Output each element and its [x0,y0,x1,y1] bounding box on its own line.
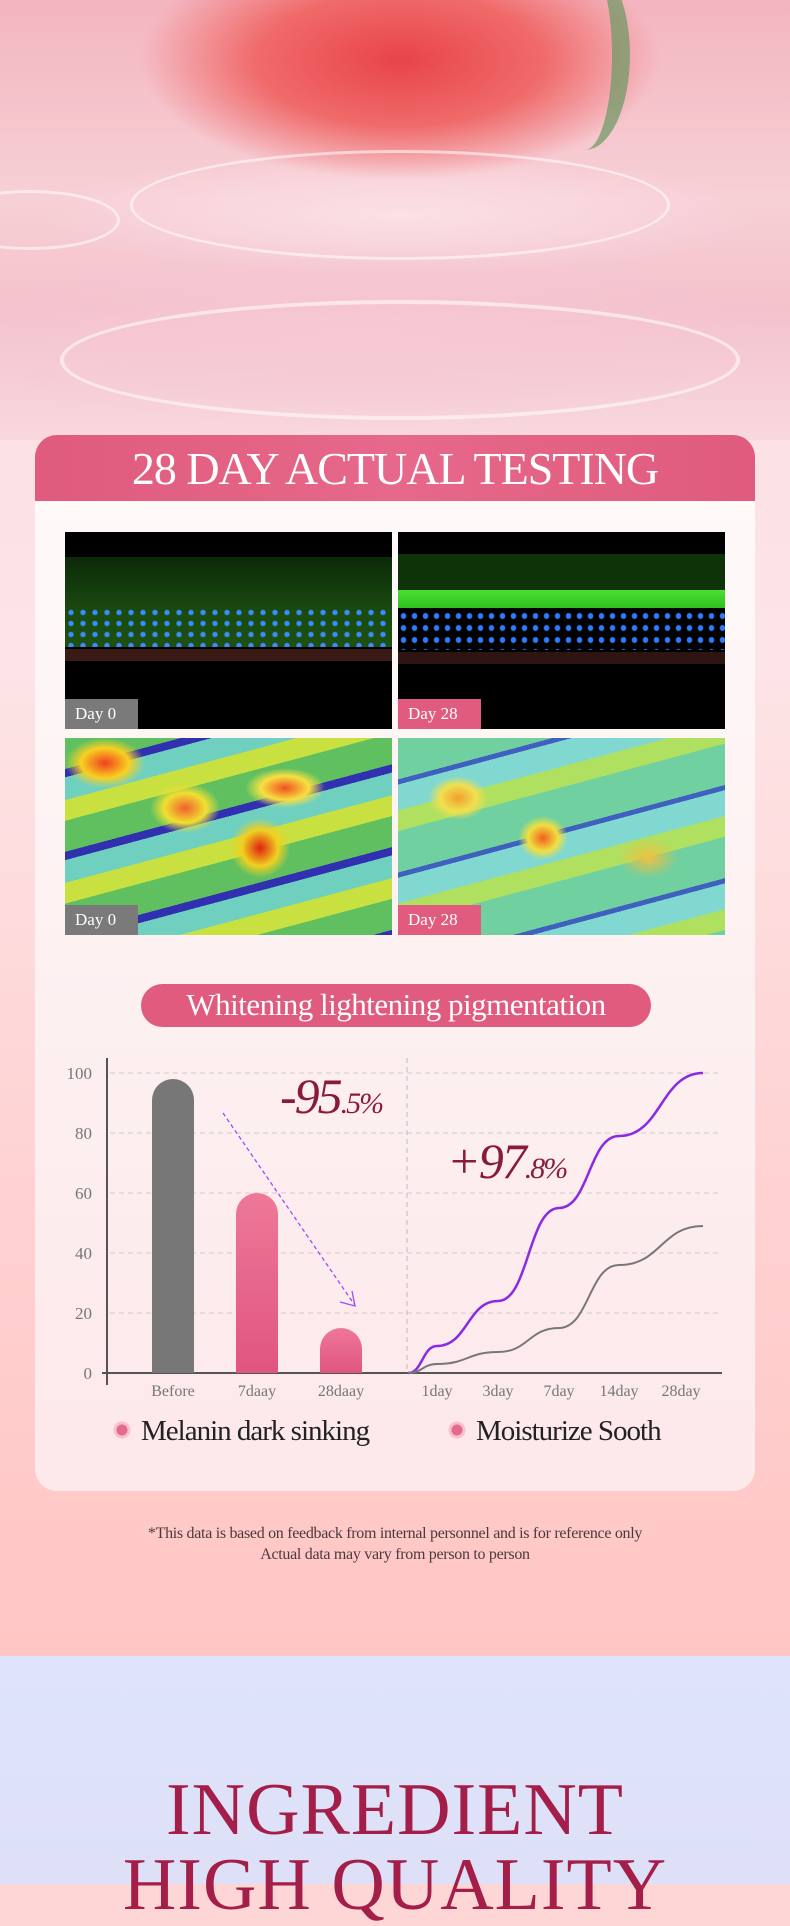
x-tick-label: 28daay [318,1383,364,1400]
water-ripple [0,190,120,250]
water-ripple [60,300,740,420]
water-ripple [130,150,670,260]
card-title: 28 DAY ACTUAL TESTING [131,442,659,494]
legend-dot-icon [448,1421,466,1439]
footnote-line-1: *This data is based on feedback from int… [147,1525,643,1542]
day-label: Day 28 [398,699,481,729]
bar-7daay [236,1193,278,1373]
day-label: Day 0 [65,699,138,729]
y-tick-label: 80 [75,1124,92,1143]
hero-image-watermelon [0,0,790,440]
bar-annotation: -95.5% [280,1068,383,1124]
y-tick-label: 40 [75,1244,92,1263]
footnote-line-2: Actual data may vary from person to pers… [260,1546,530,1563]
x-tick-label: 28day [661,1383,700,1400]
legend-label-0: Melanin dark sinking [141,1415,370,1447]
legend-label-1: Moisturize Sooth [476,1415,662,1447]
watermelon-rind [540,0,630,150]
y-tick-label: 100 [67,1064,93,1083]
card-header: 28 DAY ACTUAL TESTING [35,435,755,501]
microscopy-day0: Day 0 [65,532,392,729]
section-heading-line2: HIGH QUALITY [122,1844,668,1926]
microscopy-day28: Day 28 [398,532,725,729]
x-tick-label: 14day [599,1383,638,1400]
line-series-0 [407,1071,704,1375]
section-pill-title: Whitening lightening pigmentation [141,984,651,1027]
arrow-down-right-icon [222,1112,355,1305]
line-series-1 [407,1225,704,1374]
x-tick-label: Before [151,1383,195,1400]
x-tick-label: 3day [482,1383,513,1400]
day-label: Day 0 [65,905,138,935]
section-heading-line1: INGREDIENT [165,1769,624,1851]
results-chart: 0 20 40 60 80 100 Before 7daay 28daay -95.5% +97.8… [67,1058,722,1447]
y-tick-label: 0 [84,1364,93,1383]
ingredient-section [0,1656,790,1884]
day-label: Day 28 [398,905,481,935]
y-tick-label: 60 [75,1184,92,1203]
testing-card: 28 DAY ACTUAL TESTING Day 0 Day 28 Day 0… [35,435,755,1491]
bar-Before [152,1079,194,1373]
bar-28daay [320,1328,362,1373]
y-tick-label: 20 [75,1304,92,1323]
line-annotation: +97.8% [447,1133,567,1189]
arrow-head [339,1290,356,1307]
legend-dot-icon [113,1421,131,1439]
x-tick-label: 1day [421,1383,452,1400]
x-tick-label: 7day [543,1383,574,1400]
x-tick-label: 7daay [238,1383,276,1400]
heatmap-day28: Day 28 [398,738,725,935]
heatmap-day0: Day 0 [65,738,392,935]
